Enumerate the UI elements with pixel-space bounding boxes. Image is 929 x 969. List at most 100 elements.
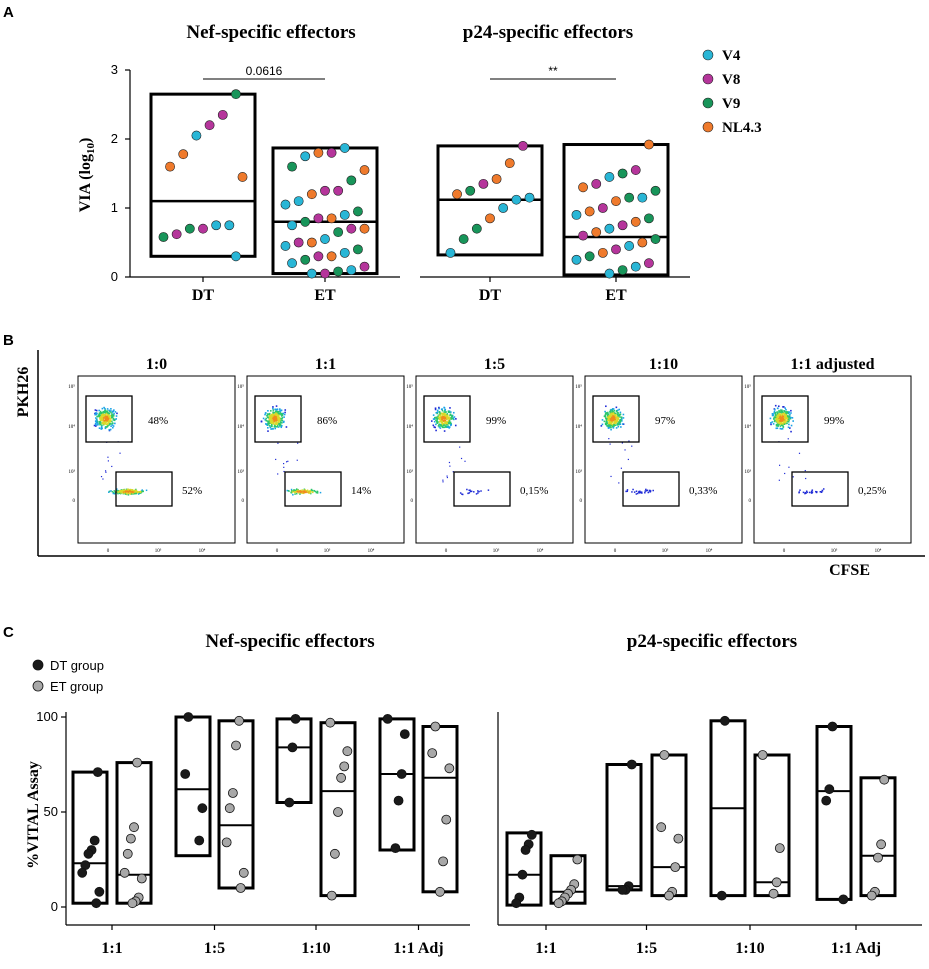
- dt-data-point: [824, 784, 835, 795]
- flow-event: [433, 420, 436, 423]
- flow-event: [121, 490, 124, 492]
- flow-event: [620, 417, 623, 419]
- flow-x-tick-label: 0: [107, 549, 110, 554]
- flow-event: [450, 418, 453, 420]
- flow-event: [110, 408, 112, 410]
- flow-event: [273, 415, 276, 418]
- flow-event: [436, 418, 439, 421]
- flow-y-tick-label: 0: [749, 499, 752, 504]
- flow-event: [269, 417, 272, 420]
- flow-event: [607, 411, 609, 414]
- flow-event: [443, 407, 446, 409]
- flow-gate-lower: [284, 471, 342, 507]
- flow-event: [804, 492, 806, 495]
- flow-event: [283, 470, 285, 473]
- flow-event: [99, 410, 102, 413]
- flow-event: [619, 416, 621, 418]
- et-data-point: [136, 873, 147, 884]
- flow-event: [269, 416, 272, 419]
- flow-event: [821, 489, 824, 492]
- flow-event: [266, 424, 269, 427]
- panel-b-ylabel: PKH26: [15, 367, 32, 418]
- flow-x-tick-label: 10³: [324, 548, 331, 554]
- flow-event: [100, 419, 103, 421]
- flow-event: [622, 423, 625, 425]
- flow-event: [104, 410, 106, 413]
- flow-event: [133, 489, 136, 492]
- dt-data-point: [838, 894, 849, 905]
- flow-event: [773, 410, 776, 413]
- flow-event: [773, 412, 776, 414]
- flow-event: [779, 416, 781, 419]
- legend-label: V8: [722, 72, 740, 88]
- flow-event: [292, 490, 295, 493]
- flow-event: [101, 424, 103, 427]
- flow-event: [110, 410, 112, 412]
- flow-event: [290, 488, 293, 491]
- flow-event: [635, 490, 638, 492]
- flow-event: [124, 490, 127, 492]
- data-point: [333, 227, 344, 238]
- flow-event: [284, 411, 286, 414]
- flow-event: [445, 417, 447, 420]
- flow-event: [644, 490, 646, 492]
- legend-label: NL4.3: [722, 120, 762, 136]
- flow-event: [104, 427, 107, 430]
- flow-event: [314, 490, 317, 493]
- flow-y-tick-label: 10⁴: [237, 424, 244, 430]
- flow-event: [129, 488, 131, 491]
- x-category-label: 1:1 Adj: [393, 940, 443, 957]
- flow-event: [279, 424, 282, 426]
- data-point: [591, 178, 602, 189]
- flow-event: [106, 418, 109, 421]
- legend-label: DT group: [50, 658, 104, 673]
- flow-event: [265, 419, 268, 422]
- flow-gate-lower-percent: 52%: [182, 485, 202, 497]
- flow-event: [441, 421, 444, 423]
- flow-event: [276, 423, 278, 425]
- flow-event: [608, 438, 610, 440]
- flow-event: [295, 492, 298, 495]
- et-data-point: [673, 833, 684, 844]
- data-point: [178, 149, 189, 160]
- flow-gate-upper: [592, 395, 640, 443]
- flow-event: [286, 489, 289, 492]
- data-point: [478, 178, 489, 189]
- flow-event: [102, 414, 105, 417]
- flow-event: [101, 417, 104, 420]
- data-point: [184, 223, 195, 234]
- flow-event: [780, 420, 782, 423]
- flow-event: [131, 490, 134, 493]
- flow-event: [781, 413, 784, 416]
- flow-event: [604, 416, 607, 418]
- flow-event: [445, 414, 447, 417]
- range-box: [174, 715, 212, 858]
- et-data-point: [221, 837, 232, 848]
- flow-event: [281, 419, 284, 422]
- flow-event: [619, 420, 622, 422]
- flow-event: [442, 424, 445, 427]
- flow-event: [610, 418, 612, 420]
- y-tick-label: 2: [111, 131, 118, 146]
- flow-event: [775, 427, 778, 430]
- data-point: [300, 151, 311, 162]
- flow-event: [107, 460, 109, 462]
- flow-event: [437, 421, 439, 423]
- flow-gate-upper-percent: 99%: [486, 415, 506, 427]
- et-data-point: [224, 803, 235, 814]
- flow-event: [111, 465, 113, 468]
- data-point: [158, 232, 169, 242]
- data-point: [452, 189, 462, 200]
- range-box: [859, 776, 897, 898]
- flow-event: [105, 421, 107, 424]
- et-data-point: [427, 748, 438, 758]
- data-point: [339, 247, 350, 258]
- flow-event: [316, 492, 319, 494]
- flow-event: [607, 427, 610, 429]
- panel-c-ylabel: %VITAL Assay: [25, 761, 42, 869]
- flow-event: [276, 424, 279, 426]
- flow-y-tick-label: 0: [242, 499, 245, 504]
- flow-event: [470, 490, 473, 493]
- flow-event: [611, 425, 614, 428]
- flow-event: [277, 426, 280, 428]
